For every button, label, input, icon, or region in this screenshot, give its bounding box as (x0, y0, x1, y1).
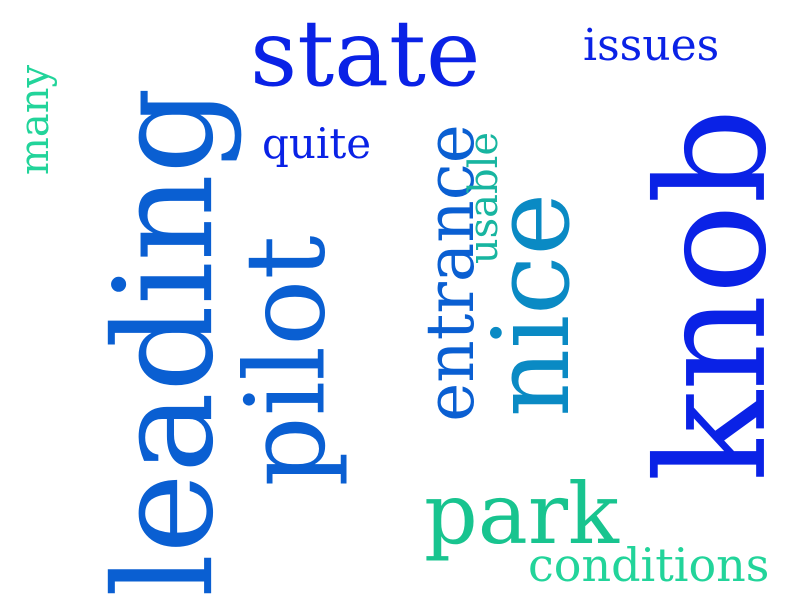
word-knob: knob (625, 108, 800, 482)
word-nice: nice (470, 192, 594, 418)
word-state: state (250, 0, 481, 107)
word-leading: leading (86, 86, 245, 598)
word-park: park (424, 465, 619, 563)
word-many: many (12, 64, 59, 176)
word-conditions: conditions (528, 538, 770, 592)
word-pilot: pilot (221, 235, 350, 487)
word-issues: issues (583, 20, 720, 71)
word-quite: quite (262, 119, 372, 168)
